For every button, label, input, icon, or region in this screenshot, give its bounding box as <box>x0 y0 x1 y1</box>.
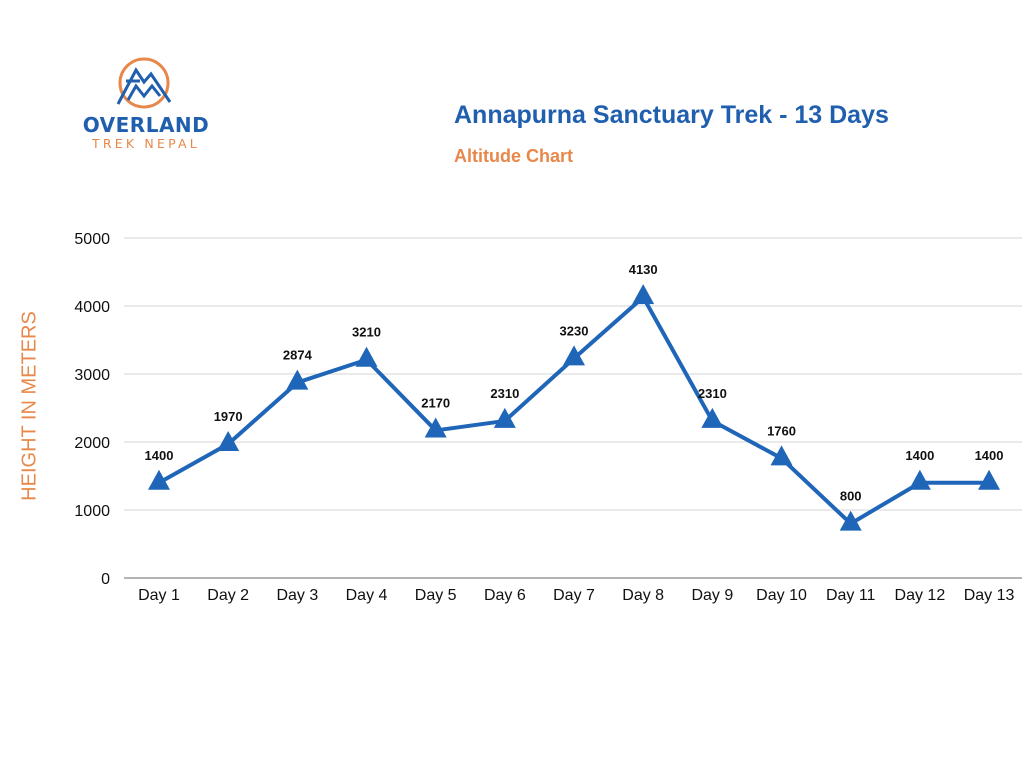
brand-logo: OVERLAND TREK NEPAL <box>76 56 216 156</box>
triangle-marker-icon <box>908 469 931 490</box>
triangle-marker-icon <box>563 345 586 366</box>
data-label: 1400 <box>145 448 174 463</box>
triangle-marker-icon <box>839 510 862 531</box>
data-label: 3230 <box>560 323 589 338</box>
x-tick-label: Day 1 <box>138 587 180 604</box>
x-tick-label: Day 9 <box>691 587 733 604</box>
x-tick-label: Day 8 <box>622 587 664 604</box>
data-label: 1970 <box>214 409 243 424</box>
x-tick-label: Day 2 <box>207 587 249 604</box>
x-tick-label: Day 5 <box>415 587 457 604</box>
altitude-series <box>148 284 1001 531</box>
y-tick-label: 5000 <box>74 231 110 248</box>
data-label: 2170 <box>421 395 450 410</box>
mountain-circle-icon <box>116 57 172 109</box>
x-tick-label: Day 11 <box>826 587 876 604</box>
x-tick-label: Day 6 <box>484 587 526 604</box>
y-axis-ticks: 0 1000 2000 3000 4000 5000 <box>74 231 110 588</box>
data-label: 4130 <box>629 262 658 277</box>
triangle-marker-icon <box>217 431 240 452</box>
x-tick-label: Day 4 <box>346 587 388 604</box>
triangle-marker-icon <box>978 469 1001 490</box>
y-tick-label: 1000 <box>74 503 110 520</box>
x-tick-label: Day 3 <box>276 587 318 604</box>
page-title: Annapurna Sanctuary Trek - 13 Days <box>454 101 889 129</box>
data-label: 1400 <box>905 448 934 463</box>
y-tick-label: 0 <box>101 571 110 588</box>
triangle-marker-icon <box>632 284 655 305</box>
triangle-marker-icon <box>770 445 793 466</box>
triangle-marker-icon <box>286 369 309 390</box>
page-subtitle: Altitude Chart <box>454 146 573 166</box>
y-tick-label: 4000 <box>74 299 110 316</box>
x-axis-ticks: Day 1 Day 2 Day 3 Day 4 Day 5 Day 6 Day 7 Day 8… <box>138 587 1014 604</box>
brand-tagline: TREK NEPAL <box>92 136 200 151</box>
brand-name: OVERLAND <box>82 113 210 137</box>
triangle-marker-icon <box>355 346 378 367</box>
data-label: 3210 <box>352 325 381 340</box>
data-label: 2874 <box>283 348 313 363</box>
x-tick-label: Day 7 <box>553 587 595 604</box>
triangle-marker-icon <box>424 417 447 438</box>
triangle-marker-icon <box>148 469 170 490</box>
data-label: 1400 <box>975 448 1004 463</box>
x-tick-label: Day 12 <box>895 587 946 604</box>
data-label: 2310 <box>490 386 519 401</box>
data-label: 2310 <box>698 386 727 401</box>
x-tick-label: Day 10 <box>756 587 807 604</box>
y-tick-label: 2000 <box>74 435 110 452</box>
y-tick-label: 3000 <box>74 367 110 384</box>
gridlines <box>124 237 1022 579</box>
triangle-marker-icon <box>493 407 516 428</box>
data-label: 1760 <box>767 423 796 438</box>
data-labels: 1400 1970 2874 3210 2170 2310 3230 4130 2310 1760… <box>145 262 1004 503</box>
data-label: 800 <box>840 489 862 504</box>
triangle-marker-icon <box>701 407 724 428</box>
x-tick-label: Day 13 <box>964 587 1015 604</box>
